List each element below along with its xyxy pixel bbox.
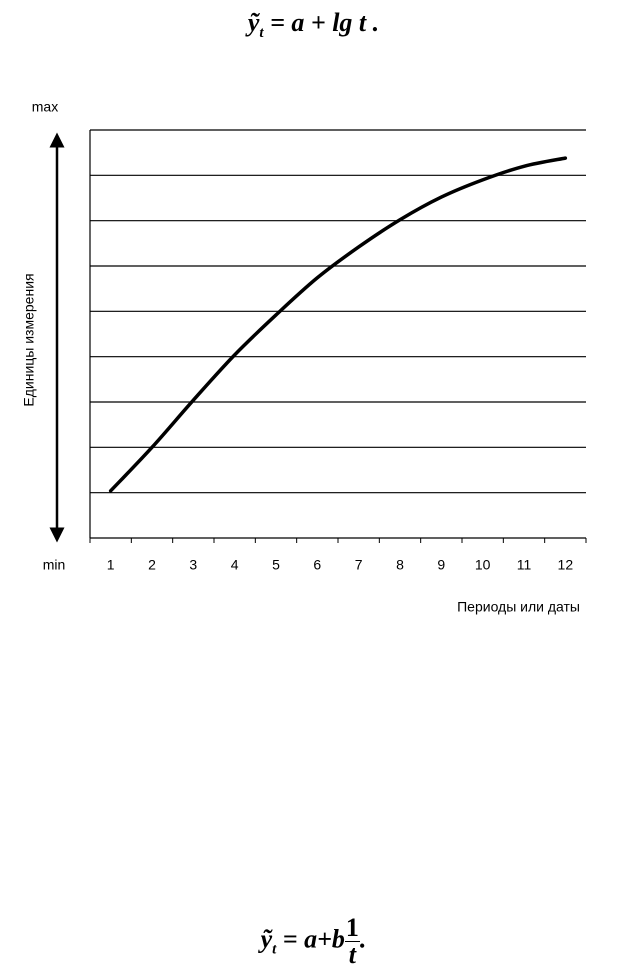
- x-axis-label: Периоды или даты: [457, 599, 580, 615]
- formula-top: ỹt = a + lg t .: [247, 8, 380, 42]
- y-axis-label: Единицы измерения: [21, 273, 37, 406]
- x-tick-label: 11: [517, 557, 532, 573]
- x-tick-label: 6: [313, 557, 321, 573]
- x-tick-label: 4: [231, 557, 239, 573]
- x-tick-label: 3: [189, 557, 197, 573]
- x-tick-label: 8: [396, 557, 404, 573]
- chart: max min Единицы измерения Периоды или да…: [21, 99, 587, 615]
- y-min-label: min: [43, 557, 66, 573]
- x-tick-label: 7: [355, 557, 363, 573]
- x-tick-label: 9: [437, 557, 445, 573]
- y-max-label: max: [32, 99, 58, 115]
- x-tick-label: 2: [148, 557, 156, 573]
- x-tick-label: 10: [475, 557, 491, 573]
- trend-line: [108, 156, 568, 493]
- x-tick-label: 12: [558, 557, 574, 573]
- x-tick-label: 5: [272, 557, 280, 573]
- x-tick-label: 1: [107, 557, 115, 573]
- formula-bottom: ỹt = a+b 1 t.: [260, 913, 367, 969]
